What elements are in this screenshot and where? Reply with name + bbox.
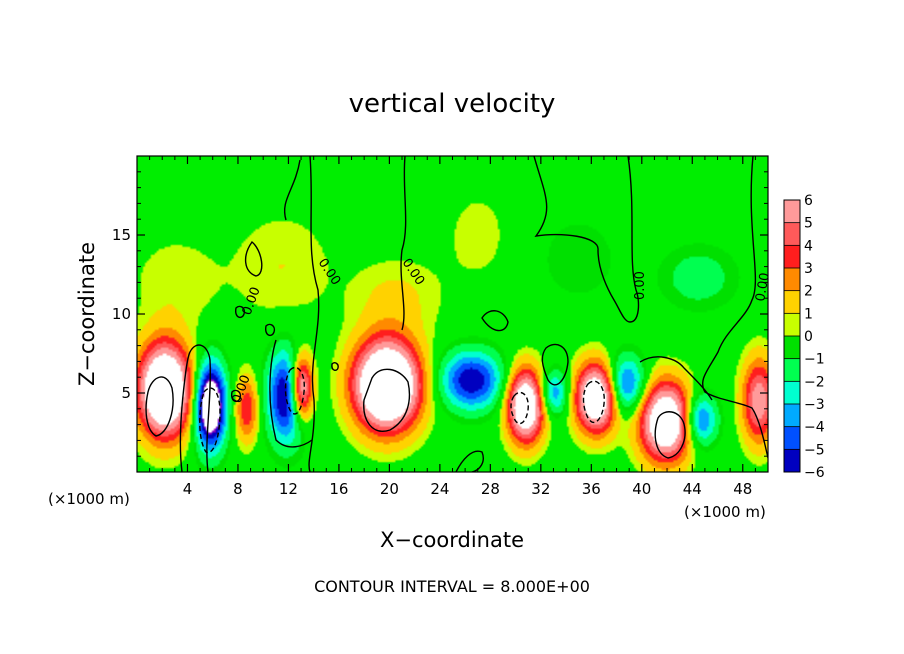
small-contour-loop bbox=[264, 323, 276, 337]
positive-contour-line bbox=[145, 376, 174, 437]
x-tick-label: 16 bbox=[329, 480, 348, 498]
x-tick-label: 44 bbox=[683, 480, 702, 498]
x-tick-label: 4 bbox=[183, 480, 193, 498]
negative-contour-line bbox=[199, 387, 221, 454]
colorbar-swatch bbox=[784, 426, 800, 450]
x-tick-label: 20 bbox=[380, 480, 399, 498]
chart-title: vertical velocity bbox=[349, 89, 556, 119]
colorbar-swatch bbox=[784, 404, 800, 427]
contour-interval-text: CONTOUR INTERVAL = 8.000E+00 bbox=[314, 577, 590, 596]
zero-contour-line bbox=[541, 343, 569, 386]
y-tick-label: 10 bbox=[112, 305, 131, 323]
colorbar-swatch bbox=[784, 245, 800, 268]
colorbar: 6 5 4 3 2 1 0 −1 −2 −3 −4 −5 −6 bbox=[783, 193, 825, 481]
colorbar-swatch bbox=[784, 222, 800, 246]
x-tick-label: 40 bbox=[632, 480, 651, 498]
x-tick-label: 36 bbox=[582, 480, 601, 498]
x-tick-label: 32 bbox=[531, 480, 550, 498]
x-unit-label-right: (×1000 m) bbox=[684, 503, 766, 521]
zero-contour-line bbox=[400, 156, 407, 331]
colorbar-swatch bbox=[784, 200, 800, 223]
x-axis-ticks: 4 8 12 16 20 24 28 32 36 40 44 48 bbox=[149, 156, 756, 498]
zero-contour-line bbox=[455, 450, 484, 472]
colorbar-swatch bbox=[784, 313, 800, 336]
zero-contour-line bbox=[639, 356, 713, 401]
negative-contour-line bbox=[582, 380, 605, 423]
zero-contour-line bbox=[269, 339, 313, 448]
plot-area: 0.00 0.00 0.00 0.00 0.00 0.00 4 8 12 16 20 24… bbox=[112, 155, 773, 498]
zero-contour-line bbox=[308, 156, 320, 472]
y-tick-label: 15 bbox=[112, 226, 131, 244]
colorbar-label: 2 bbox=[804, 284, 813, 300]
colorbar-swatch bbox=[784, 290, 800, 314]
x-tick-label: 48 bbox=[733, 480, 752, 498]
x-tick-label: 12 bbox=[279, 480, 298, 498]
small-contour-loop bbox=[230, 389, 242, 403]
colorbar-label: 1 bbox=[804, 306, 813, 322]
colorbar-swatch bbox=[784, 268, 800, 291]
colorbar-label: 0 bbox=[804, 329, 813, 345]
zero-contour-line bbox=[701, 156, 768, 459]
colorbar-swatch bbox=[784, 449, 800, 472]
contour-lines bbox=[145, 156, 768, 472]
colorbar-label: 5 bbox=[804, 216, 813, 232]
colorbar-label: −4 bbox=[804, 420, 825, 436]
colorbar-label: 6 bbox=[804, 193, 813, 209]
zero-contour-line bbox=[189, 344, 212, 472]
colorbar-swatch bbox=[784, 336, 800, 359]
positive-contour-line bbox=[363, 368, 411, 432]
y-axis-label: Z−coordinate bbox=[75, 242, 99, 386]
colorbar-swatch bbox=[784, 358, 800, 382]
colorbar-label: 4 bbox=[804, 238, 813, 254]
small-contour-loop bbox=[234, 305, 246, 319]
colorbar-swatch bbox=[784, 381, 800, 404]
negative-contour-line bbox=[284, 366, 306, 415]
zero-contour-line bbox=[284, 159, 301, 221]
zero-contour-line bbox=[533, 156, 640, 323]
colorbar-label: −6 bbox=[804, 465, 825, 481]
negative-contour-line bbox=[510, 391, 529, 425]
positive-contour-line bbox=[654, 411, 686, 459]
x-tick-label: 8 bbox=[233, 480, 243, 498]
zero-contour-line bbox=[179, 351, 191, 472]
zero-contour-line bbox=[245, 240, 263, 277]
y-axis-ticks: 5 10 15 bbox=[112, 171, 768, 457]
zero-contour-line bbox=[481, 310, 509, 332]
x-tick-label: 24 bbox=[430, 480, 449, 498]
colorbar-label: −5 bbox=[804, 442, 825, 458]
small-contour-loop bbox=[331, 362, 339, 372]
y-tick-label: 5 bbox=[121, 384, 131, 402]
x-axis-label: X−coordinate bbox=[380, 528, 524, 552]
x-unit-label-left: (×1000 m) bbox=[48, 490, 130, 508]
colorbar-label: −3 bbox=[804, 397, 825, 413]
velocity-field bbox=[137, 156, 768, 472]
contour-label: 0.00 bbox=[633, 271, 648, 300]
x-tick-label: 28 bbox=[481, 480, 500, 498]
colorbar-label: −2 bbox=[804, 374, 825, 390]
colorbar-label: −1 bbox=[804, 352, 825, 368]
colorbar-label: 3 bbox=[804, 261, 813, 277]
